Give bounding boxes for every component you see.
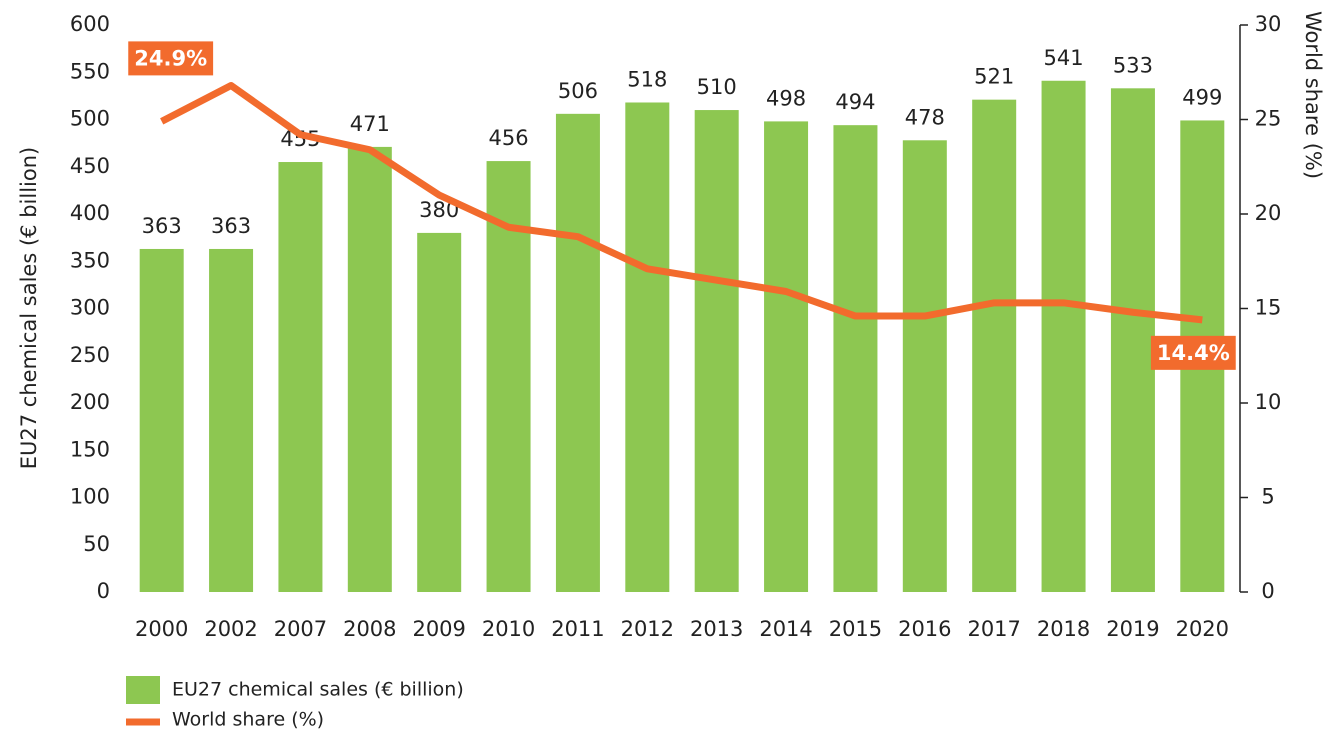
y2-tick-label: 0	[1261, 579, 1274, 603]
bar-value-label: 510	[697, 75, 737, 99]
bar	[139, 248, 184, 592]
bar-value-label: 471	[350, 112, 390, 136]
y-tick-label: 500	[70, 107, 110, 131]
bar	[417, 232, 462, 592]
value-label-box: 24.9%	[128, 41, 214, 76]
x-tick-label: 2017	[967, 617, 1020, 641]
bar-value-label: 478	[905, 105, 945, 129]
y-tick-label: 0	[97, 579, 110, 603]
value-label-bg	[1150, 335, 1236, 370]
x-tick-label: 2010	[482, 617, 535, 641]
y-tick-label: 50	[83, 532, 110, 556]
bar-value-label: 521	[974, 65, 1014, 89]
legend-swatch	[126, 676, 160, 704]
y-tick-label: 400	[70, 201, 110, 225]
x-tick-label: 2002	[204, 617, 257, 641]
bar-value-label: 363	[142, 214, 182, 238]
y-tick-label: 200	[70, 390, 110, 414]
bar-value-label: 506	[558, 79, 598, 103]
y2-tick-label: 30	[1255, 12, 1282, 36]
bar-value-label: 533	[1113, 53, 1153, 77]
bar	[972, 99, 1017, 592]
x-tick-label: 2018	[1037, 617, 1090, 641]
y2-tick-label: 25	[1255, 107, 1282, 131]
y-tick-label: 300	[70, 296, 110, 320]
bar-value-label: 456	[489, 126, 529, 150]
y-tick-label: 450	[70, 154, 110, 178]
bar	[209, 248, 254, 592]
y-tick-label: 550	[70, 59, 110, 83]
bar-value-label: 494	[835, 90, 875, 114]
bar	[902, 140, 947, 593]
y2-tick-label: 20	[1255, 201, 1282, 225]
x-tick-label: 2011	[551, 617, 604, 641]
line	[160, 81, 1203, 324]
x-tick-label: 2016	[898, 617, 951, 641]
bar-value-label: 499	[1182, 85, 1222, 109]
bar	[833, 125, 878, 593]
value-label-box: 14.4%	[1150, 335, 1236, 370]
bar-value-label: 541	[1044, 46, 1084, 70]
y-tick-label: 150	[70, 437, 110, 461]
y-tick-label: 350	[70, 248, 110, 272]
x-tick-label: 2020	[1176, 617, 1229, 641]
value-label: 14.4%	[1157, 341, 1230, 365]
y2-tick-label: 5	[1261, 485, 1274, 509]
x-tick-label: 2015	[829, 617, 882, 641]
bar	[278, 162, 323, 592]
bar	[694, 110, 739, 593]
y-axis-label: EU27 chemical sales (€ billion)	[17, 147, 41, 469]
y-tick-label: 250	[70, 343, 110, 367]
bar	[555, 113, 600, 592]
bar	[347, 146, 392, 592]
bar	[764, 121, 809, 592]
x-tick-label: 2019	[1106, 617, 1159, 641]
x-tick-label: 2012	[621, 617, 674, 641]
bar-value-label: 498	[766, 86, 806, 110]
x-tick-label: 2000	[135, 617, 188, 641]
legend-label: EU27 chemical sales (€ billion)	[172, 679, 464, 701]
x-tick-label: 2007	[274, 617, 327, 641]
bar	[625, 102, 670, 593]
bar	[1110, 88, 1155, 592]
bar-value-label: 518	[627, 67, 667, 91]
value-label: 24.9%	[134, 46, 207, 70]
y2-tick-label: 15	[1255, 296, 1282, 320]
y-tick-label: 100	[70, 485, 110, 509]
legend-label: World share (%)	[172, 709, 324, 731]
bar-value-label: 363	[211, 214, 251, 238]
bar	[1041, 80, 1086, 592]
x-tick-label: 2008	[343, 617, 396, 641]
y2-tick-label: 10	[1255, 390, 1282, 414]
value-label-bg	[128, 41, 214, 76]
x-tick-label: 2014	[759, 617, 812, 641]
y-tick-label: 600	[70, 12, 110, 36]
y2-axis-label: World share (%)	[1301, 11, 1325, 179]
x-tick-label: 2013	[690, 617, 743, 641]
x-tick-label: 2009	[412, 617, 465, 641]
bar	[486, 161, 531, 592]
